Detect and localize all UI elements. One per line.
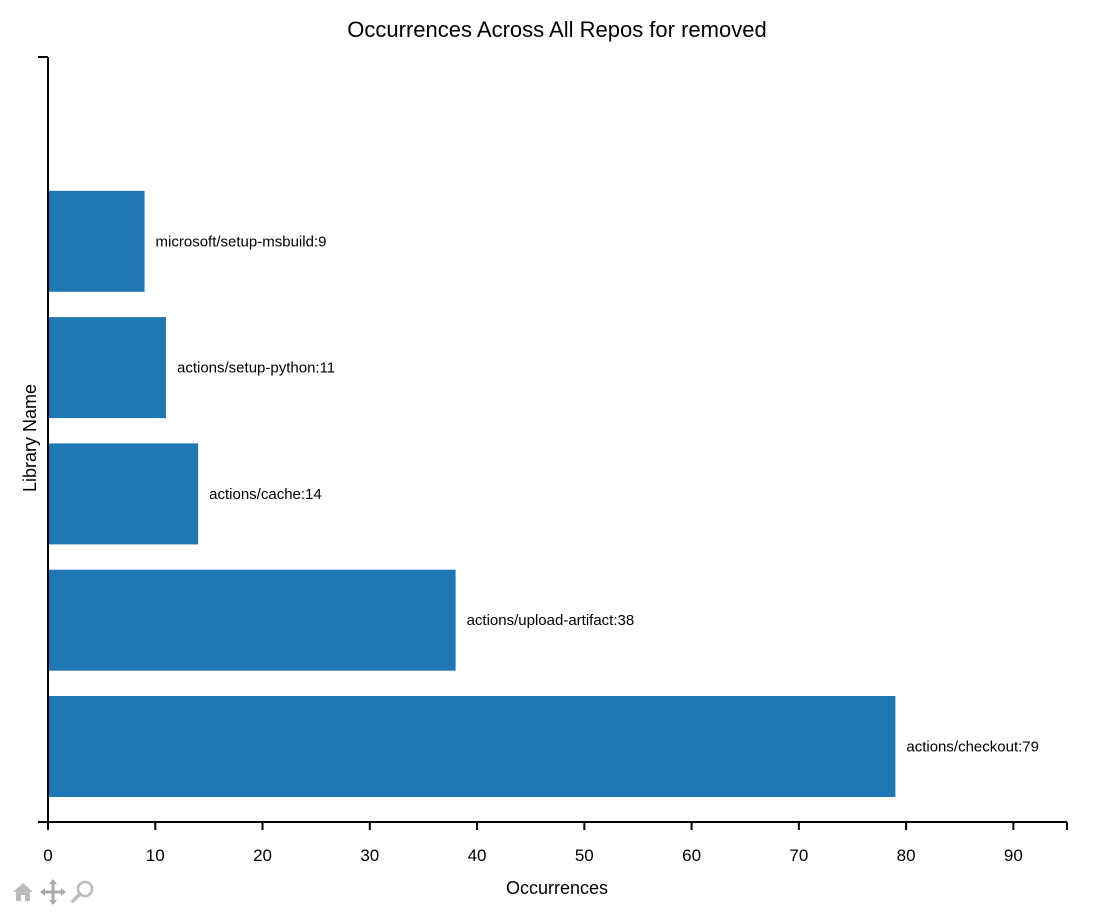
x-tick-label: 30	[360, 846, 379, 865]
bar-actions-cache	[48, 443, 199, 545]
bar-data-label: actions/setup-python:11	[177, 360, 335, 377]
home-button[interactable]	[8, 877, 38, 907]
pan-button[interactable]	[38, 877, 68, 907]
home-icon	[13, 883, 33, 901]
bar-data-label: actions/checkout:79	[906, 739, 1039, 756]
bar-data-label: microsoft/setup-msbuild:9	[156, 233, 327, 250]
y-axis-label: Library Name	[20, 384, 40, 492]
x-tick-label: 0	[43, 846, 52, 865]
bar-actions-checkout	[48, 696, 896, 797]
bar-actions-setup-python	[48, 317, 166, 419]
x-tick-label: 80	[897, 846, 916, 865]
axes-group	[38, 56, 1068, 830]
x-tick-label: 10	[146, 846, 165, 865]
x-tick-label: 50	[575, 846, 594, 865]
x-ticks-group: 0 10 20 30 40 50 60 70 80 90	[43, 822, 1023, 865]
pan-icon	[40, 879, 66, 905]
x-tick-label: 70	[789, 846, 808, 865]
data-labels-group: actions/checkout:79 actions/upload-artifa…	[156, 233, 1039, 755]
x-tick-label: 60	[682, 846, 701, 865]
x-axis-label: Occurrences	[506, 878, 608, 898]
bar-data-label: actions/cache:14	[209, 486, 322, 503]
bar-microsoft-setup-msbuild	[48, 190, 145, 292]
x-tick-label: 40	[468, 846, 487, 865]
zoom-icon	[71, 880, 94, 903]
bar-data-label: actions/upload-artifact:38	[467, 612, 635, 629]
x-tick-label: 90	[1004, 846, 1023, 865]
zoom-button[interactable]	[68, 877, 98, 907]
plot-toolbar	[8, 876, 98, 908]
x-tick-label: 20	[253, 846, 272, 865]
bars-group	[48, 190, 896, 797]
chart-title: Occurrences Across All Repos for removed	[347, 17, 766, 42]
bar-actions-upload-artifact	[48, 569, 456, 671]
